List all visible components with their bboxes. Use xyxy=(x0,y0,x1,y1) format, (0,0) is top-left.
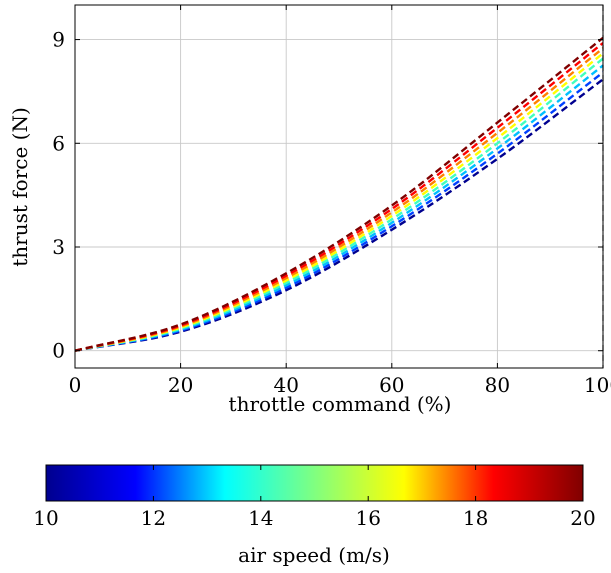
x-tick-label: 40 xyxy=(273,373,298,397)
y-tick-label: 0 xyxy=(52,339,65,363)
plot-series xyxy=(75,36,603,352)
series-line-0 xyxy=(75,78,603,352)
y-tick-label: 9 xyxy=(52,28,65,52)
x-tick-label: 80 xyxy=(485,373,510,397)
plot-frame xyxy=(74,4,604,369)
colorbar-ticks: 10 12 14 16 18 20 xyxy=(33,465,596,530)
series-line-6 xyxy=(75,42,603,352)
colorbar-tick-label: 16 xyxy=(355,506,380,530)
colorbar xyxy=(45,464,584,502)
series-line-2 xyxy=(75,64,603,352)
colorbar-tick-label: 14 xyxy=(248,506,273,530)
x-tick-label: 0 xyxy=(69,373,82,397)
series-line-1 xyxy=(75,71,603,352)
y-tick-label: 3 xyxy=(52,235,65,259)
y-axis-label: thrust force (N) xyxy=(8,107,32,267)
colorbar-tick-label: 20 xyxy=(570,506,595,530)
x-tick-label: 60 xyxy=(379,373,404,397)
y-axis-ticks: 0 3 6 9 xyxy=(52,28,603,363)
x-tick-label: 100 xyxy=(584,373,611,397)
series-line-5 xyxy=(75,47,603,352)
plot-grid xyxy=(74,5,604,368)
y-tick-label: 6 xyxy=(52,131,65,155)
colorbar-tick-label: 10 xyxy=(33,506,58,530)
x-axis-label: throttle command (%) xyxy=(229,392,452,416)
colorbar-tick-label: 18 xyxy=(463,506,488,530)
colorbar-label: air speed (m/s) xyxy=(238,543,390,567)
colorbar-tick-label: 12 xyxy=(141,506,166,530)
series-line-4 xyxy=(75,52,603,352)
series-line-7 xyxy=(75,36,603,352)
x-axis-ticks: 0 20 40 60 80 100 xyxy=(69,5,611,397)
x-tick-label: 20 xyxy=(168,373,193,397)
